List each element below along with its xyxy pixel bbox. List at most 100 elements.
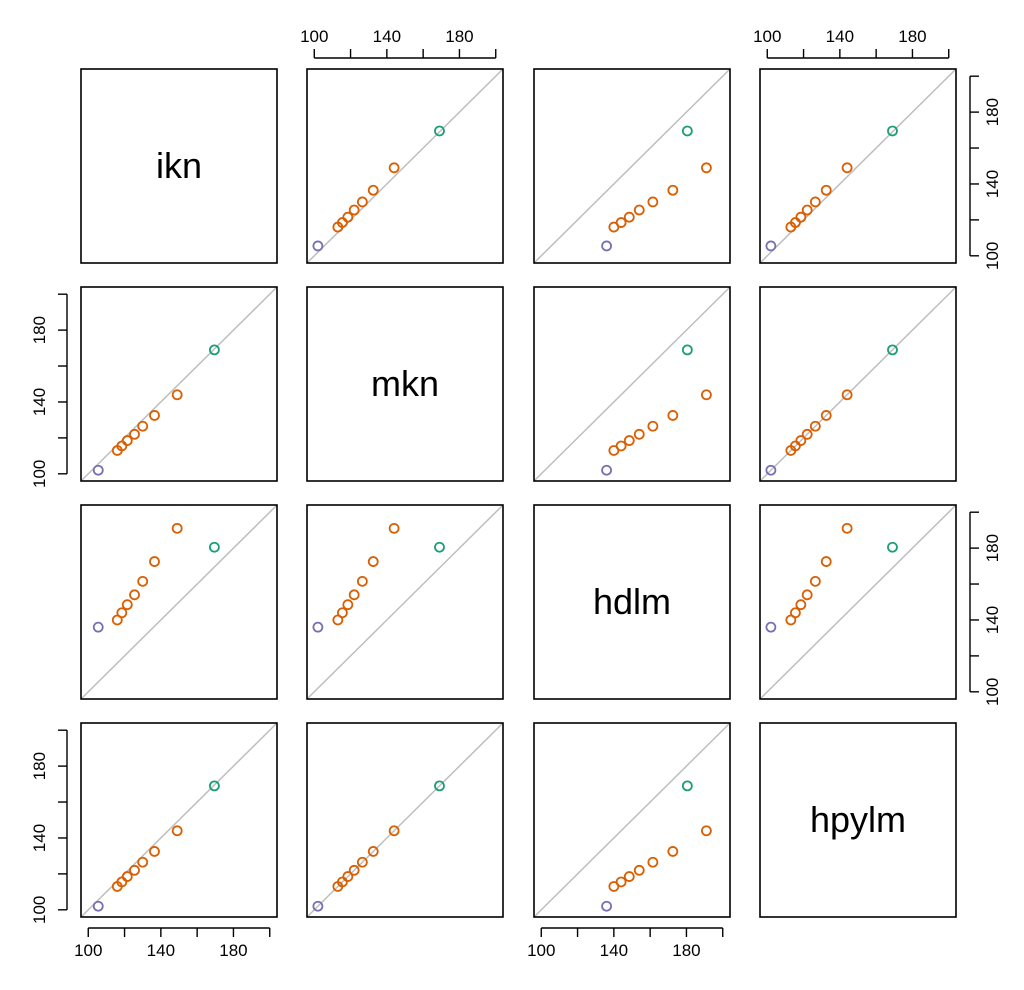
tick-label: 180 xyxy=(445,27,473,46)
x-axis-bottom-hdlm: 100 140 180 xyxy=(527,927,724,960)
panel-hpylm-vs-hpylm: hpylm xyxy=(759,722,957,918)
data-point xyxy=(434,125,445,137)
data-point xyxy=(887,541,898,553)
panel-frame xyxy=(306,68,504,264)
panel-hdlm-vs-hdlm: hdlm xyxy=(533,504,731,700)
data-point xyxy=(92,900,104,912)
data-point xyxy=(887,125,898,137)
panel-frame xyxy=(759,286,957,482)
panel-hdlm-vs-ikn xyxy=(80,504,278,700)
data-point xyxy=(388,825,400,837)
panel-frame xyxy=(759,68,957,264)
data-point xyxy=(701,162,712,174)
tick-label: 140 xyxy=(147,941,175,960)
data-point xyxy=(208,344,220,356)
data-point xyxy=(121,871,133,882)
tick-label: 140 xyxy=(373,27,401,46)
x-axis-top-mkn: 100 140 180 xyxy=(300,27,497,59)
y-axis-left-mkn: 100 140 180 xyxy=(30,293,68,488)
data-point xyxy=(116,440,128,452)
data-point xyxy=(647,196,659,208)
data-point xyxy=(149,410,160,421)
data-point xyxy=(615,876,627,888)
panel-hpylm-vs-ikn xyxy=(80,722,278,918)
data-point xyxy=(434,780,445,792)
data-point xyxy=(171,389,183,401)
data-point xyxy=(348,589,360,601)
tick-label: 140 xyxy=(983,606,1002,634)
panel-hdlm-vs-mkn xyxy=(306,504,504,700)
data-point xyxy=(312,240,324,252)
data-point xyxy=(342,211,354,223)
panel-hdlm-vs-hpylm xyxy=(759,504,957,700)
tick-label: 140 xyxy=(826,27,854,46)
data-point xyxy=(121,599,133,611)
tick-label: 140 xyxy=(983,170,1002,198)
data-point xyxy=(137,575,149,587)
data-point xyxy=(681,780,693,792)
data-point xyxy=(801,428,813,440)
data-point xyxy=(367,556,379,567)
data-point xyxy=(121,435,133,446)
data-point xyxy=(820,556,832,567)
variable-label-hpylm: hpylm xyxy=(810,799,906,840)
data-point xyxy=(356,856,368,868)
panel-mkn-vs-mkn: mkn xyxy=(306,286,504,482)
data-point xyxy=(388,162,400,174)
data-point xyxy=(841,389,853,401)
data-point xyxy=(348,204,360,216)
data-point xyxy=(809,575,821,587)
tick-label: 100 xyxy=(753,27,781,46)
data-point xyxy=(633,204,645,216)
reference-line xyxy=(306,68,504,264)
data-point xyxy=(701,389,712,401)
data-point xyxy=(809,196,821,208)
data-point xyxy=(312,900,324,912)
panel-mkn-vs-hdlm xyxy=(533,286,731,482)
data-point xyxy=(681,344,693,356)
tick-label: 140 xyxy=(30,824,49,852)
data-point xyxy=(801,589,813,601)
data-point xyxy=(765,240,777,252)
x-axis-bottom-ikn: 100 140 180 xyxy=(74,927,271,960)
data-point xyxy=(765,464,777,476)
tick-label: 100 xyxy=(983,242,1002,270)
data-point xyxy=(342,599,354,611)
data-point xyxy=(809,420,821,432)
data-point xyxy=(601,900,612,912)
data-point xyxy=(623,871,635,882)
panel-mkn-vs-ikn xyxy=(80,286,278,482)
tick-label: 180 xyxy=(983,534,1002,562)
panel-frame xyxy=(80,504,278,700)
data-point xyxy=(647,420,659,432)
data-point xyxy=(795,435,807,446)
data-point xyxy=(129,864,140,876)
reference-line xyxy=(80,722,278,918)
tick-label: 180 xyxy=(30,316,49,344)
y-axis-right-hdlm: 100 140 180 xyxy=(969,511,1002,706)
panel-mkn-vs-hpylm xyxy=(759,286,957,482)
panel-ikn-vs-ikn: ikn xyxy=(80,68,278,264)
data-point xyxy=(623,211,635,223)
data-point xyxy=(601,240,612,252)
data-point xyxy=(820,410,832,421)
data-point xyxy=(336,876,348,888)
data-point xyxy=(615,217,627,228)
reference-line xyxy=(759,286,957,482)
panel-frame xyxy=(759,722,957,918)
data-point xyxy=(336,607,348,619)
panel-frame xyxy=(533,68,731,264)
data-point xyxy=(623,435,635,446)
tick-label: 100 xyxy=(74,941,102,960)
data-point xyxy=(388,522,400,534)
data-point xyxy=(701,825,712,837)
data-point xyxy=(149,556,160,567)
data-point xyxy=(434,541,445,553)
data-point xyxy=(92,464,104,476)
panel-frame xyxy=(306,504,504,700)
tick-label: 140 xyxy=(30,388,49,416)
data-point xyxy=(367,184,379,196)
data-point xyxy=(129,428,140,440)
data-point xyxy=(92,621,104,633)
data-point xyxy=(633,428,645,440)
